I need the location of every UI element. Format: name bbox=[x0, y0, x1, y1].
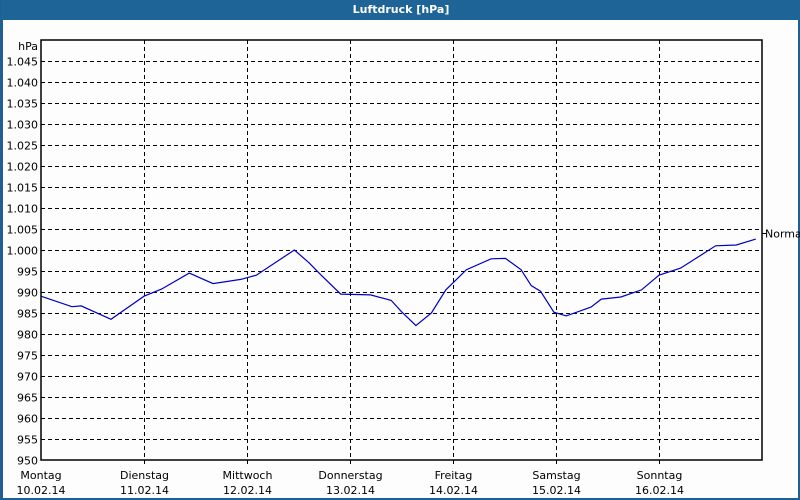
x-tick-date: 14.02.14 bbox=[429, 484, 478, 497]
chart-title: Luftdruck [hPa] bbox=[1, 0, 800, 20]
vertical-gridlines bbox=[144, 40, 660, 464]
x-tick-date: 16.02.14 bbox=[635, 484, 684, 497]
y-tick-label: 985 bbox=[17, 308, 38, 321]
y-tick-label: 970 bbox=[17, 371, 38, 384]
horizontal-gridlines bbox=[41, 61, 762, 440]
x-tick-day: Dienstag bbox=[120, 469, 169, 482]
y-tick-label: 995 bbox=[17, 266, 38, 279]
y-tick-label: 1.005 bbox=[7, 224, 39, 237]
window-border-left bbox=[1, 20, 3, 500]
y-tick-label: 960 bbox=[17, 413, 38, 426]
x-tick-date: 11.02.14 bbox=[120, 484, 169, 497]
x-tick-day: Montag bbox=[20, 469, 61, 482]
pressure-line bbox=[40, 238, 756, 327]
x-tick-day: Sonntag bbox=[637, 469, 683, 482]
annotations: Normal bbox=[762, 228, 800, 241]
window-border-bottom bbox=[1, 498, 800, 500]
x-tick-day: Donnerstag bbox=[318, 469, 382, 482]
y-tick-label: 950 bbox=[17, 455, 38, 468]
x-tick-day: Samstag bbox=[532, 469, 580, 482]
y-tick-label: 1.015 bbox=[7, 182, 39, 195]
y-tick-label: 1.040 bbox=[7, 77, 39, 90]
y-tick-label: 990 bbox=[17, 287, 38, 300]
x-tick-date: 13.02.14 bbox=[326, 484, 375, 497]
x-tick-date: 15.02.14 bbox=[532, 484, 581, 497]
normal-label: Normal bbox=[765, 228, 800, 241]
y-tick-label: 1.010 bbox=[7, 203, 39, 216]
x-tick-date: 12.02.14 bbox=[223, 484, 272, 497]
y-axis-ticks: 1.045 1.040 1.035 1.030 1.025 1.020 1.015 1.010… bbox=[7, 56, 39, 468]
x-tick-date: 10.02.14 bbox=[17, 484, 66, 497]
x-tick-day: Freitag bbox=[435, 469, 473, 482]
x-axis-ticks: Montag 10.02.14 Dienstag 11.02.14 Mittwoch 12… bbox=[17, 469, 684, 497]
y-tick-label: 975 bbox=[17, 350, 38, 363]
y-tick-label: 1.045 bbox=[7, 56, 39, 69]
window-border-right bbox=[798, 20, 799, 500]
y-tick-label: 1.025 bbox=[7, 140, 39, 153]
y-tick-label: 1.030 bbox=[7, 119, 39, 132]
y-tick-label: 980 bbox=[17, 329, 38, 342]
y-axis-unit-label: hPa bbox=[18, 40, 38, 53]
y-tick-label: 1.000 bbox=[7, 245, 39, 258]
y-tick-label: 1.020 bbox=[7, 161, 39, 174]
x-tick-day: Mittwoch bbox=[223, 469, 273, 482]
plot-area bbox=[40, 39, 763, 461]
y-tick-label: 955 bbox=[17, 434, 38, 447]
y-tick-label: 965 bbox=[17, 392, 38, 405]
y-tick-label: 1.035 bbox=[7, 98, 39, 111]
